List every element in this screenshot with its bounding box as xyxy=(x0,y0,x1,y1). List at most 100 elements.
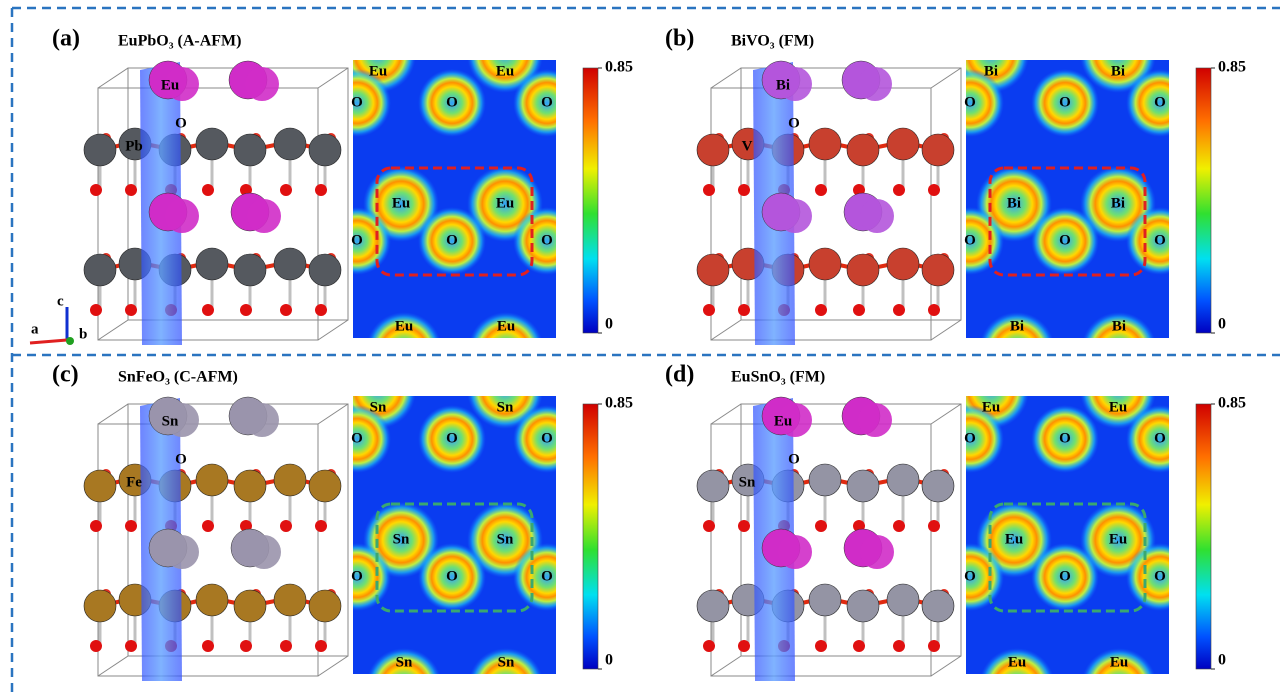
atom-label: Sn xyxy=(162,413,179,429)
oxygen-atom xyxy=(280,184,292,196)
colorbar-tick-label: 0.85 xyxy=(1218,395,1246,412)
colorbar xyxy=(1196,404,1211,669)
b-site-atom xyxy=(234,470,266,502)
cell-edge xyxy=(98,404,128,424)
oxygen-atom xyxy=(202,304,214,316)
map-atom-label: Bi xyxy=(984,63,998,79)
axis-origin xyxy=(66,337,74,345)
map-atom-label: O xyxy=(1059,430,1071,446)
map-atom-label: O xyxy=(964,232,976,248)
b-site-atom xyxy=(84,470,116,502)
b-site-atom xyxy=(809,128,841,160)
map-atom-label: Eu xyxy=(1110,654,1128,670)
atom-label: Bi xyxy=(776,77,790,93)
map-atom-label: Sn xyxy=(497,531,514,547)
map-atom-label: Bi xyxy=(1111,195,1125,211)
map-atom-label: Bi xyxy=(1007,195,1021,211)
oxygen-atom xyxy=(738,640,750,652)
oxygen-atom xyxy=(738,184,750,196)
panel-title: EuSnO₃ (FM) xyxy=(731,369,825,386)
map-atom-label: Eu xyxy=(982,399,1000,415)
map-atom-label: O xyxy=(1154,568,1166,584)
map-atom-label: Sn xyxy=(396,654,413,670)
panel-label: (b) xyxy=(665,26,694,52)
b-site-atom xyxy=(922,254,954,286)
a-site-atom xyxy=(778,199,812,233)
map-atom-label: O xyxy=(1154,94,1166,110)
atom-label: Eu xyxy=(161,77,179,93)
oxygen-atom xyxy=(90,520,102,532)
colorbar-tick-label: 0 xyxy=(1218,316,1226,333)
b-site-atom xyxy=(847,470,879,502)
axis-label: c xyxy=(57,293,64,309)
map-atom-label: O xyxy=(446,430,458,446)
cell-edge xyxy=(318,68,348,88)
atom-label: O xyxy=(175,115,187,131)
map-atom-label: O xyxy=(351,568,363,584)
colorbar-tick-label: 0 xyxy=(1218,652,1226,669)
atom-label: O xyxy=(788,451,800,467)
oxygen-atom xyxy=(315,304,327,316)
b-site-atom xyxy=(887,248,919,280)
a-site-atom xyxy=(165,199,199,233)
oxygen-atom xyxy=(738,304,750,316)
map-atom-label: Sn xyxy=(498,654,515,670)
map-atom-label: O xyxy=(541,430,553,446)
oxygen-atom xyxy=(893,304,905,316)
map-atom-label: O xyxy=(446,94,458,110)
oxygen-atom xyxy=(90,184,102,196)
cell-face xyxy=(98,424,318,676)
map-atom-label: O xyxy=(541,232,553,248)
map-atom-label: Eu xyxy=(395,318,413,334)
map-atom-label: O xyxy=(964,94,976,110)
b-site-atom xyxy=(922,134,954,166)
b-site-atom xyxy=(309,134,341,166)
oxygen-atom xyxy=(893,520,905,532)
b-site-atom xyxy=(234,254,266,286)
panel: (d)EuSnO₃ (FM)EuOSnEuEuOOOEuEuOOOEuEu0.8… xyxy=(665,353,1246,693)
map-atom-label: Eu xyxy=(496,195,514,211)
b-site-atom xyxy=(697,590,729,622)
crystal-structure xyxy=(84,61,348,345)
b-site-atom xyxy=(196,584,228,616)
cell-edge xyxy=(318,656,348,676)
cell-edge xyxy=(98,656,128,676)
b-site-atom xyxy=(274,464,306,496)
b-site-atom xyxy=(84,590,116,622)
atom-label: Eu xyxy=(774,413,792,429)
map-atom-label: Eu xyxy=(392,195,410,211)
map-image xyxy=(936,17,1194,388)
map-atom-label: O xyxy=(1154,232,1166,248)
b-site-atom xyxy=(309,254,341,286)
b-site-atom xyxy=(84,134,116,166)
axis-arrow xyxy=(30,340,67,343)
b-site-atom xyxy=(234,134,266,166)
cell-edge xyxy=(931,404,961,424)
cell-edge xyxy=(711,320,741,340)
oxygen-atom xyxy=(315,520,327,532)
panel-title: SnFeO₃ (C-AFM) xyxy=(118,369,238,386)
oxygen-atom xyxy=(315,184,327,196)
cell-face xyxy=(98,88,318,340)
cell-edge xyxy=(98,68,128,88)
b-site-atom xyxy=(697,134,729,166)
b-site-atom xyxy=(309,470,341,502)
panel-title: EuPbO₃ (A-AFM) xyxy=(118,33,241,50)
colorbar xyxy=(583,68,598,333)
map-atom-label: Eu xyxy=(1109,399,1127,415)
oxygen-atom xyxy=(893,184,905,196)
panel-label: (a) xyxy=(52,26,80,52)
b-site-atom xyxy=(697,470,729,502)
a-site-atom xyxy=(247,199,281,233)
map-atom-label: Sn xyxy=(497,399,514,415)
cell-edge xyxy=(931,68,961,88)
crystal-structure xyxy=(697,397,961,681)
oxygen-atom xyxy=(280,640,292,652)
colorbar-tick-label: 0.85 xyxy=(605,59,633,76)
b-site-atom xyxy=(809,248,841,280)
cell-face xyxy=(711,424,931,676)
crystal-structure xyxy=(697,61,961,345)
b-site-atom xyxy=(847,254,879,286)
atom-label: Sn xyxy=(739,474,756,490)
